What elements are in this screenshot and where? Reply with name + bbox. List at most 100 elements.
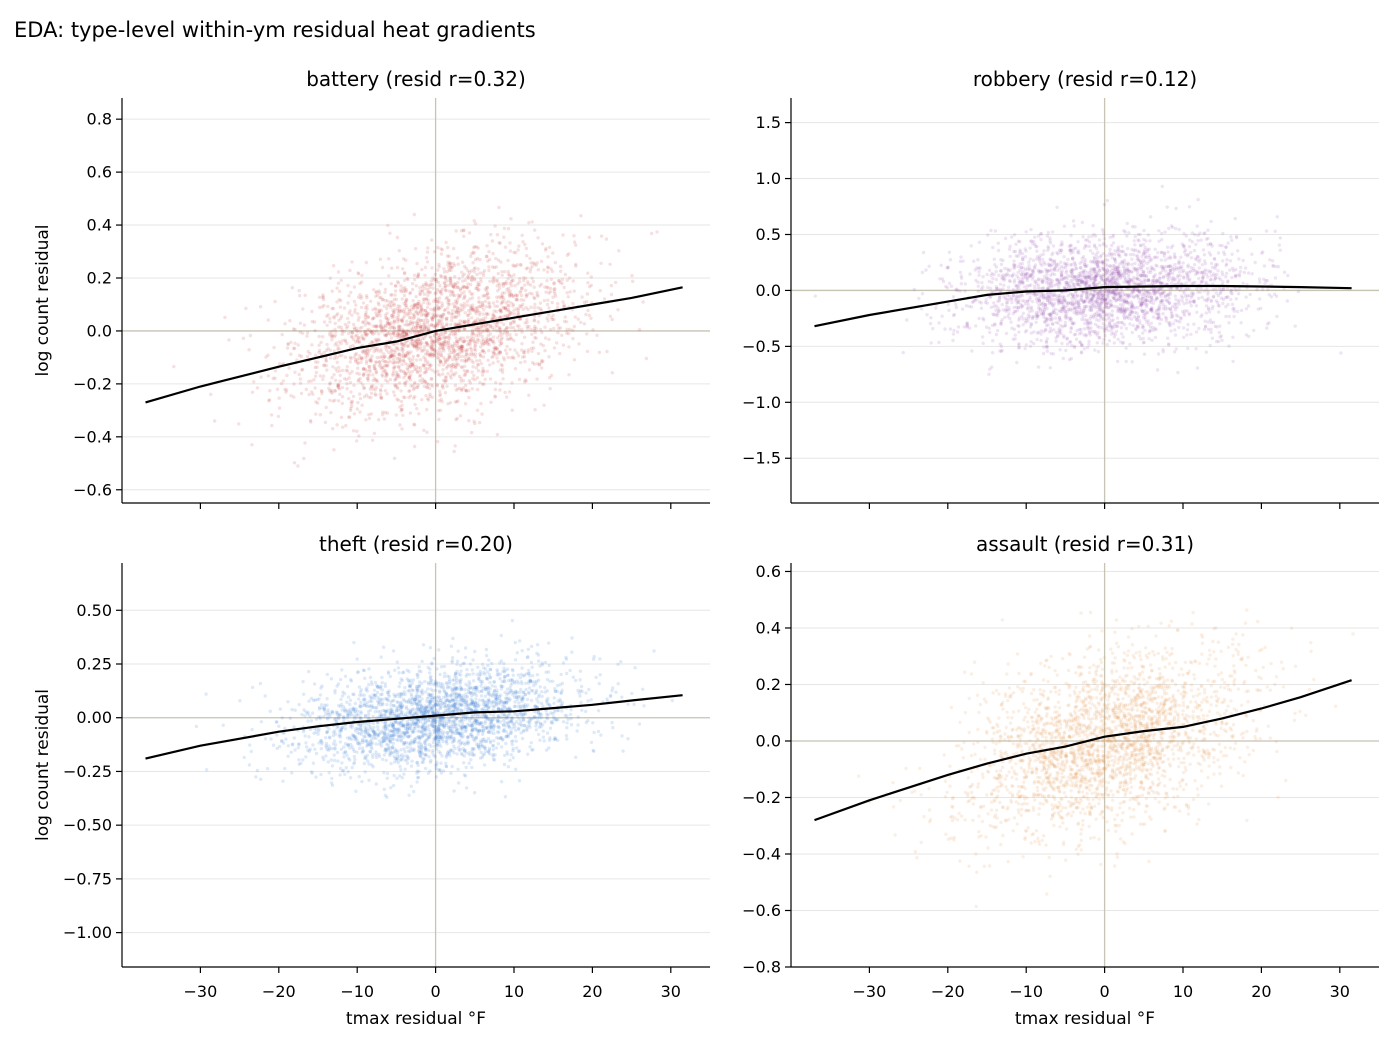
- scatter-point: [375, 293, 380, 297]
- scatter-point: [542, 298, 546, 303]
- scatter-point: [977, 270, 981, 274]
- scatter-point: [959, 255, 963, 259]
- scatter-point: [273, 369, 278, 373]
- scatter-point: [1037, 299, 1042, 303]
- scatter-point: [1181, 270, 1185, 274]
- scatter-point: [401, 267, 405, 271]
- scatter-point: [415, 261, 419, 266]
- scatter-point: [432, 278, 436, 282]
- scatter-point: [1158, 276, 1162, 280]
- scatter-point: [1111, 295, 1115, 299]
- scatter-point: [993, 229, 998, 233]
- scatter-point: [454, 418, 458, 422]
- scatter-point: [1111, 318, 1115, 322]
- scatter-point: [425, 385, 429, 389]
- scatter-point: [1016, 346, 1021, 350]
- scatter-point: [390, 314, 394, 318]
- scatter-point: [478, 258, 482, 262]
- scatter-point: [410, 369, 415, 374]
- scatter-point: [349, 334, 354, 338]
- scatter-point: [367, 413, 371, 417]
- scatter-point: [1103, 281, 1108, 285]
- scatter-point: [1029, 283, 1033, 287]
- scatter-point: [1098, 297, 1103, 301]
- scatter-point: [969, 244, 973, 248]
- scatter-point: [450, 265, 455, 270]
- scatter-point: [1096, 324, 1100, 328]
- scatter-point: [395, 356, 399, 361]
- scatter-point: [1184, 253, 1188, 257]
- scatter-point: [1133, 248, 1138, 252]
- scatter-point: [514, 298, 518, 302]
- scatter-point: [1230, 302, 1235, 307]
- scatter-point: [511, 302, 516, 307]
- scatter-point: [1010, 326, 1014, 330]
- scatter-point: [1085, 279, 1090, 284]
- scatter-point: [1224, 305, 1228, 309]
- scatter-point: [1230, 266, 1235, 270]
- scatter-point: [374, 379, 378, 383]
- scatter-point: [1117, 296, 1122, 300]
- scatter-point: [1169, 309, 1174, 314]
- scatter-point: [328, 382, 332, 386]
- scatter-point: [1072, 260, 1077, 265]
- scatter-point: [380, 330, 384, 334]
- scatter-point: [1156, 307, 1160, 312]
- scatter-point: [1023, 272, 1028, 276]
- scatter-point: [1187, 205, 1192, 209]
- scatter-point: [421, 297, 426, 301]
- scatter-point: [448, 374, 453, 378]
- scatter-point: [359, 380, 363, 385]
- scatter-point: [1117, 248, 1121, 252]
- scatter-point: [479, 324, 484, 329]
- scatter-point: [433, 309, 437, 313]
- scatter-point: [462, 321, 466, 326]
- scatter-point: [1161, 347, 1165, 352]
- scatter-point: [511, 293, 515, 298]
- scatter-point: [1215, 263, 1220, 267]
- scatter-point: [459, 358, 464, 363]
- scatter-point: [1174, 347, 1179, 351]
- scatter-point: [1103, 298, 1108, 302]
- scatter-point: [343, 355, 348, 359]
- scatter-point: [1069, 269, 1073, 273]
- scatter-point: [487, 302, 491, 306]
- scatter-point: [1100, 293, 1104, 298]
- scatter-point: [415, 301, 420, 306]
- scatter-point: [1187, 313, 1192, 317]
- scatter-point: [438, 389, 442, 393]
- scatter-point: [358, 392, 362, 396]
- scatter-point: [1133, 282, 1137, 287]
- scatter-point: [1182, 313, 1187, 317]
- scatter-point: [349, 408, 353, 413]
- scatter-point: [305, 354, 310, 359]
- scatter-point: [1150, 306, 1154, 310]
- scatter-point: [1052, 310, 1056, 314]
- scatter-point: [336, 344, 340, 348]
- scatter-point: [1052, 311, 1056, 315]
- scatter-point: [382, 352, 386, 356]
- scatter-point: [1035, 245, 1039, 249]
- scatter-point: [1086, 274, 1091, 278]
- scatter-point: [385, 321, 390, 326]
- scatter-point: [1168, 321, 1172, 325]
- scatter-point: [322, 364, 326, 368]
- scatter-point: [514, 332, 518, 337]
- scatter-point: [438, 343, 443, 347]
- scatter-point: [1062, 286, 1066, 290]
- scatter-point: [1194, 304, 1199, 308]
- scatter-point: [1060, 341, 1064, 346]
- scatter-point: [1094, 331, 1098, 336]
- scatter-point: [391, 331, 395, 335]
- scatter-point: [436, 353, 440, 357]
- scatter-point: [396, 311, 400, 315]
- scatter-point: [1192, 263, 1197, 267]
- scatter-point: [418, 338, 422, 342]
- scatter-point: [438, 342, 442, 346]
- scatter-point: [1146, 294, 1150, 299]
- scatter-point: [1101, 296, 1106, 300]
- scatter-point: [1092, 302, 1096, 306]
- scatter-point: [1045, 269, 1050, 273]
- scatter-point: [984, 325, 989, 329]
- scatter-point: [1069, 316, 1073, 320]
